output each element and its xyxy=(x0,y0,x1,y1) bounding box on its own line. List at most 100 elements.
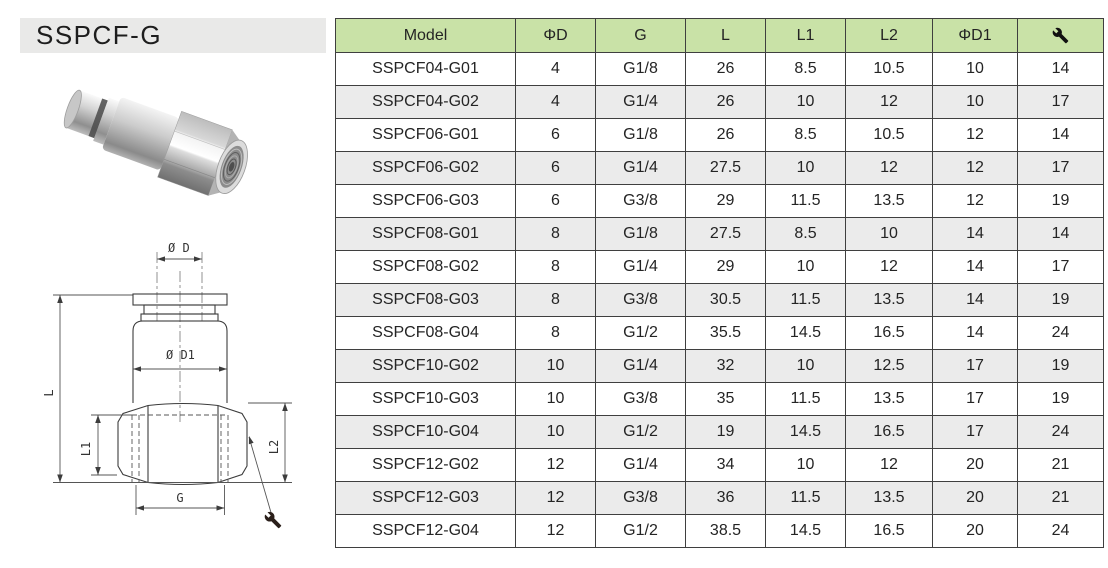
header-cell-icon xyxy=(1017,18,1104,53)
table-cell: 17 xyxy=(1017,151,1104,185)
table-row: SSPCF04-G02 4 G1/4 26 10 12 10 17 xyxy=(335,85,1104,119)
table-cell: 12 xyxy=(845,250,933,284)
table-cell: 24 xyxy=(1017,415,1104,449)
table-cell: 17 xyxy=(1017,85,1104,119)
table-cell: 8.5 xyxy=(765,52,846,86)
table-cell: 13.5 xyxy=(845,382,933,416)
table-cell: 10 xyxy=(765,85,846,119)
table-cell: 8 xyxy=(515,250,596,284)
table-row: SSPCF12-G03 12 G3/8 36 11.5 13.5 20 21 xyxy=(335,481,1104,515)
table-cell: G3/8 xyxy=(595,184,686,218)
header-cell: G xyxy=(595,18,686,53)
dim-label-g: G xyxy=(176,491,183,505)
table-cell: G1/8 xyxy=(595,217,686,251)
spec-table-head-row: Model ΦD G L L1 L2 ΦD1 xyxy=(335,18,1104,53)
header-cell: L2 xyxy=(845,18,933,53)
model-cell: SSPCF08-G04 xyxy=(335,316,516,350)
spec-table-body: SSPCF04-G01 4 G1/8 26 8.5 10.5 10 14 SSPCF04-G02… xyxy=(335,52,1104,548)
table-cell: G1/4 xyxy=(595,349,686,383)
table-cell: 6 xyxy=(515,151,596,185)
model-cell: SSPCF04-G02 xyxy=(335,85,516,119)
table-cell: 12 xyxy=(515,514,596,548)
table-cell: 8.5 xyxy=(765,118,846,152)
table-cell: 35 xyxy=(685,382,766,416)
wrench-icon xyxy=(1052,27,1069,44)
model-cell: SSPCF12-G04 xyxy=(335,514,516,548)
table-cell: 6 xyxy=(515,118,596,152)
header-cell: L1 xyxy=(765,18,846,53)
table-cell: 4 xyxy=(515,52,596,86)
header-cell: L xyxy=(685,18,766,53)
table-cell: 10 xyxy=(765,349,846,383)
header-cell: ΦD1 xyxy=(932,18,1018,53)
dim-label-l1: L1 xyxy=(79,442,93,456)
table-cell: G3/8 xyxy=(595,481,686,515)
table-cell: 14 xyxy=(932,250,1018,284)
table-cell: 10 xyxy=(765,250,846,284)
table-cell: 17 xyxy=(932,415,1018,449)
table-cell: 10.5 xyxy=(845,118,933,152)
table-cell: 8 xyxy=(515,217,596,251)
table-row: SSPCF06-G01 6 G1/8 26 8.5 10.5 12 14 xyxy=(335,118,1104,152)
table-cell: 10 xyxy=(515,382,596,416)
table-row: SSPCF06-G03 6 G3/8 29 11.5 13.5 12 19 xyxy=(335,184,1104,218)
header-cell: Model xyxy=(335,18,516,53)
table-cell: 13.5 xyxy=(845,481,933,515)
table-cell: 12 xyxy=(515,448,596,482)
model-cell: SSPCF10-G03 xyxy=(335,382,516,416)
product-photo xyxy=(63,89,248,196)
table-cell: 12 xyxy=(845,85,933,119)
table-cell: 29 xyxy=(685,184,766,218)
table-cell: 19 xyxy=(1017,349,1104,383)
table-row: SSPCF08-G01 8 G1/8 27.5 8.5 10 14 14 xyxy=(335,217,1104,251)
table-cell: 16.5 xyxy=(845,316,933,350)
table-cell: 12 xyxy=(515,481,596,515)
table-cell: 14 xyxy=(932,283,1018,317)
table-cell: 17 xyxy=(1017,250,1104,284)
fitting-render xyxy=(63,89,248,196)
table-cell: 6 xyxy=(515,184,596,218)
table-cell: 27.5 xyxy=(685,151,766,185)
table-cell: G1/4 xyxy=(595,85,686,119)
table-cell: 10 xyxy=(845,217,933,251)
table-cell: 16.5 xyxy=(845,415,933,449)
table-cell: 26 xyxy=(685,118,766,152)
table-cell: 17 xyxy=(932,382,1018,416)
table-cell: 12 xyxy=(932,151,1018,185)
table-cell: 30.5 xyxy=(685,283,766,317)
table-row: SSPCF04-G01 4 G1/8 26 8.5 10.5 10 14 xyxy=(335,52,1104,86)
table-cell: 20 xyxy=(932,481,1018,515)
table-cell: 20 xyxy=(932,514,1018,548)
table-cell: 8 xyxy=(515,316,596,350)
table-cell: 10 xyxy=(765,448,846,482)
table-cell: 14 xyxy=(932,217,1018,251)
dim-label-l: L xyxy=(42,389,56,396)
table-cell: 8 xyxy=(515,283,596,317)
table-cell: 16.5 xyxy=(845,514,933,548)
table-cell: 10 xyxy=(515,415,596,449)
table-cell: 10.5 xyxy=(845,52,933,86)
model-cell: SSPCF04-G01 xyxy=(335,52,516,86)
wrench-icon xyxy=(264,511,282,529)
table-cell: 27.5 xyxy=(685,217,766,251)
dim-label-d1: Ø D1 xyxy=(166,348,195,362)
table-cell: 19 xyxy=(1017,382,1104,416)
table-cell: G1/8 xyxy=(595,118,686,152)
table-cell: 12 xyxy=(845,448,933,482)
table-cell: 4 xyxy=(515,85,596,119)
table-cell: G1/2 xyxy=(595,514,686,548)
table-cell: 14 xyxy=(932,316,1018,350)
table-cell: 14.5 xyxy=(765,514,846,548)
series-title-bar: SSPCF-G xyxy=(20,18,326,53)
table-row: SSPCF08-G03 8 G3/8 30.5 11.5 13.5 14 19 xyxy=(335,283,1104,317)
table-cell: 32 xyxy=(685,349,766,383)
dim-label-d: Ø D xyxy=(168,241,190,255)
table-cell: 10 xyxy=(932,52,1018,86)
header-cell: ΦD xyxy=(515,18,596,53)
table-cell: 12 xyxy=(932,184,1018,218)
table-row: SSPCF10-G04 10 G1/2 19 14.5 16.5 17 24 xyxy=(335,415,1104,449)
table-cell: 12.5 xyxy=(845,349,933,383)
table-cell: 29 xyxy=(685,250,766,284)
table-cell: 14 xyxy=(1017,52,1104,86)
table-row: SSPCF06-G02 6 G1/4 27.5 10 12 12 17 xyxy=(335,151,1104,185)
